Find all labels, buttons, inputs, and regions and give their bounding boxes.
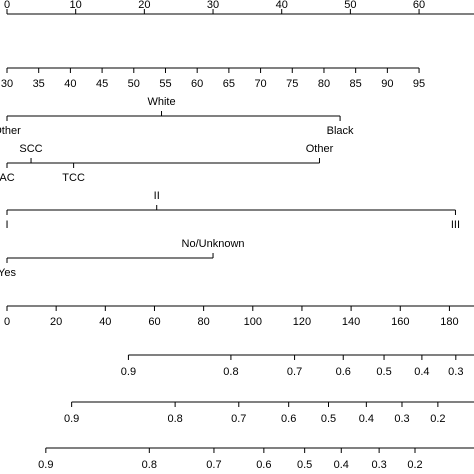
tick-label: 80	[198, 316, 210, 328]
category-label: Yes	[0, 267, 16, 279]
tick-label: 100	[244, 316, 262, 328]
category-label: Other	[306, 143, 334, 155]
category-label: AC	[0, 172, 15, 184]
tick-label: 20	[50, 316, 62, 328]
tick-label: 70	[254, 78, 266, 90]
tick-label: 0.3	[394, 413, 409, 425]
tick-label: 0.3	[448, 366, 463, 378]
category-label: TCC	[62, 172, 85, 184]
tick-label: 75	[286, 78, 298, 90]
category-label: I	[5, 219, 8, 231]
category-label: Black	[327, 125, 354, 137]
tick-label: 20	[138, 0, 150, 11]
tick-label: 0.9	[121, 366, 136, 378]
tick-label: 0.8	[167, 413, 182, 425]
category-label: III	[451, 219, 460, 231]
tick-label: 0.9	[38, 459, 53, 471]
tick-label: 0.2	[430, 413, 445, 425]
tick-label: 30	[1, 78, 13, 90]
tick-label: 35	[33, 78, 45, 90]
tick-label: 45	[96, 78, 108, 90]
tick-label: 0.4	[334, 459, 349, 471]
tick-label: 0.4	[414, 366, 429, 378]
tick-label: 0.6	[281, 413, 296, 425]
category-label: SCC	[19, 143, 42, 155]
tick-label: 40	[276, 0, 288, 11]
tick-label: 50	[128, 78, 140, 90]
tick-label: 60	[413, 0, 425, 11]
tick-label: 90	[381, 78, 393, 90]
tick-label: 60	[148, 316, 160, 328]
tick-label: 40	[64, 78, 76, 90]
tick-label: 60	[191, 78, 203, 90]
tick-label: 0.7	[287, 366, 302, 378]
tick-label: 0.5	[376, 366, 391, 378]
tick-label: 0.5	[321, 413, 336, 425]
tick-label: 160	[391, 316, 409, 328]
tick-label: 0.9	[64, 413, 79, 425]
tick-label: 0.5	[297, 459, 312, 471]
tick-label: 50	[344, 0, 356, 11]
tick-label: 55	[159, 78, 171, 90]
tick-label: 180	[440, 316, 458, 328]
tick-label: 0.4	[359, 413, 374, 425]
tick-label: 0.6	[336, 366, 351, 378]
category-label: Other	[0, 125, 21, 137]
category-label: No/Unknown	[182, 238, 245, 250]
tick-label: 0.2	[407, 459, 422, 471]
tick-label: 0.7	[231, 413, 246, 425]
tick-label: 0.6	[256, 459, 271, 471]
tick-label: 40	[99, 316, 111, 328]
tick-label: 10	[70, 0, 82, 11]
tick-label: 65	[223, 78, 235, 90]
tick-label: 0	[4, 316, 10, 328]
tick-label: 120	[293, 316, 311, 328]
tick-label: 0	[4, 0, 10, 11]
tick-label: 85	[350, 78, 362, 90]
tick-label: 0.7	[206, 459, 221, 471]
tick-label: 0.3	[371, 459, 386, 471]
category-label: White	[147, 96, 175, 108]
tick-label: 140	[342, 316, 360, 328]
tick-label: 30	[207, 0, 219, 11]
tick-label: 0.8	[142, 459, 157, 471]
category-label: II	[154, 190, 160, 202]
tick-label: 80	[318, 78, 330, 90]
tick-label: 95	[413, 78, 425, 90]
tick-label: 0.8	[223, 366, 238, 378]
